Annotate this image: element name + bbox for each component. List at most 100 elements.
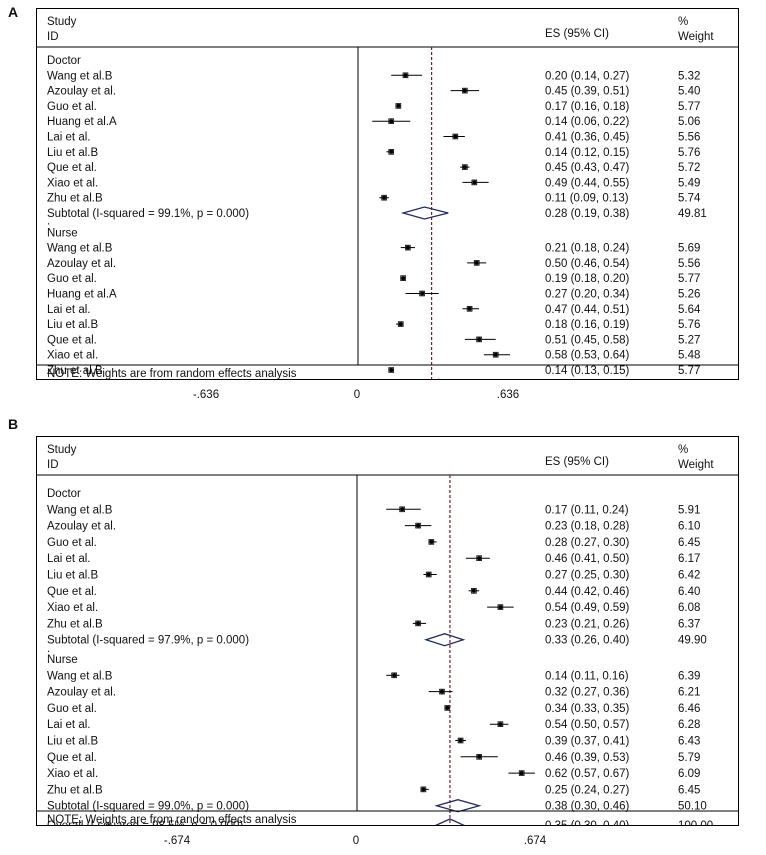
- b-header-study: Study: [47, 444, 77, 456]
- b-group-doctor-study-5-ci: 0.44 (0.42, 0.46): [545, 586, 630, 598]
- a-group-doctor-study-8-weight: 5.74: [678, 193, 701, 205]
- a-note: NOTE: Weights are from random effects an…: [47, 368, 297, 379]
- a-group-nurse-study-4-point: [467, 306, 472, 311]
- b-group-nurse-subtotal-ci: 0.38 (0.30, 0.46): [545, 801, 630, 813]
- b-group-doctor-study-5-label: Que et al.: [47, 586, 97, 598]
- tick-labels-a: -.636 0 .636: [0, 384, 766, 404]
- a-group-nurse-study-8-point: [389, 368, 394, 372]
- a-group-nurse-study-7-label: Xiao et al.: [47, 350, 98, 362]
- a-group-doctor-study-3-label: Huang et al.A: [47, 116, 117, 128]
- b-group-doctor-subtotal-ci: 0.33 (0.26, 0.40): [545, 635, 630, 647]
- b-group-nurse-label: Nurse: [47, 654, 78, 666]
- a-group-nurse-study-4-weight: 5.64: [678, 304, 701, 316]
- a-group-nurse-study-1-point: [474, 260, 479, 265]
- a-group-doctor-study-4-point: [453, 134, 458, 139]
- a-xtick-1: 0: [354, 389, 360, 401]
- a-group-doctor-study-7-weight: 5.49: [678, 177, 700, 189]
- b-group-doctor-study-1-point: [416, 523, 421, 528]
- tick-labels-b: -.674 0 .674: [0, 830, 766, 850]
- b-group-nurse-study-6-point: [519, 771, 524, 776]
- a-group-doctor-study-8-label: Zhu et al.B: [47, 193, 103, 205]
- b-group-doctor-study-0-weight: 5.91: [678, 504, 700, 516]
- b-group-nurse-study-6-weight: 6.09: [678, 768, 700, 780]
- a-group-nurse-study-5-label: Liu et al.B: [47, 319, 98, 331]
- b-group-doctor-study-6-label: Xiao et al.: [47, 602, 98, 614]
- a-group-doctor-study-0-point: [403, 73, 408, 78]
- b-header-weight: Weight: [678, 459, 714, 471]
- b-group-nurse-study-7-point: [421, 787, 426, 792]
- a-group-nurse-study-6-point: [477, 337, 482, 342]
- b-overall-weight: 100.00: [678, 820, 713, 825]
- a-group-nurse-study-3-label: Huang et al.A: [47, 289, 117, 301]
- b-group-doctor-study-1-label: Azoulay et al.: [47, 521, 116, 533]
- a-group-nurse-study-1-weight: 5.56: [678, 258, 700, 270]
- b-header-pct: %: [678, 444, 688, 456]
- a-group-doctor-study-1-ci: 0.45 (0.39, 0.51): [545, 86, 630, 98]
- b-group-doctor-study-6-ci: 0.54 (0.49, 0.59): [545, 602, 630, 614]
- b-group-doctor-study-4-ci: 0.27 (0.25, 0.30): [545, 570, 630, 582]
- a-group-doctor-study-7-ci: 0.49 (0.44, 0.55): [545, 177, 630, 189]
- b-group-nurse-subtotal-diamond: [434, 799, 482, 813]
- b-group-doctor-subtotal-label: Subtotal (I-squared = 97.9%, p = 0.000): [47, 635, 249, 647]
- b-group-doctor-study-1-weight: 6.10: [678, 521, 700, 533]
- b-group-doctor-study-2-weight: 6.45: [678, 537, 700, 549]
- b-group-doctor-subtotal-diamond: [423, 633, 466, 647]
- b-group-nurse-study-4-weight: 6.43: [678, 736, 700, 748]
- b-group-nurse-study-5-point: [477, 754, 482, 759]
- a-group-nurse-study-6-weight: 5.27: [678, 334, 700, 346]
- b-group-doctor-study-3-label: Lai et al.: [47, 553, 90, 565]
- a-group-doctor-study-2-point: [396, 103, 401, 108]
- b-group-doctor-label: Doctor: [47, 488, 81, 500]
- a-group-nurse-study-8-ci: 0.14 (0.13, 0.15): [545, 365, 630, 377]
- a-group-doctor-study-4-label: Lai et al.: [47, 132, 90, 144]
- a-group-doctor-subtotal-diamond: [400, 206, 449, 220]
- a-group-doctor-study-3-weight: 5.06: [678, 116, 700, 128]
- a-group-nurse-study-2-ci: 0.19 (0.18, 0.20): [545, 273, 630, 285]
- a-group-nurse-study-5-ci: 0.18 (0.16, 0.19): [545, 319, 630, 331]
- b-group-nurse-study-2-label: Guo et al.: [47, 703, 97, 715]
- forest-plot-b: Study ID ES (95% CI)% Weight Doctor Wang et a…: [36, 436, 739, 840]
- b-group-doctor-study-0-label: Wang et al.B: [47, 504, 113, 516]
- a-group-nurse-study-4-label: Lai et al.: [47, 304, 90, 316]
- b-group-nurse-study-2-ci: 0.34 (0.33, 0.35): [545, 703, 630, 715]
- a-group-doctor-study-2-weight: 5.77: [678, 101, 700, 113]
- b-group-nurse-study-0-label: Wang et al.B: [47, 670, 113, 682]
- b-group-nurse-study-0-point: [392, 673, 397, 678]
- a-group-doctor-subtotal-label: Subtotal (I-squared = 99.1%, p = 0.000): [47, 208, 249, 220]
- b-group-nurse-study-2-point: [445, 705, 450, 710]
- b-group-nurse-study-1-label: Azoulay et al.: [47, 687, 116, 699]
- a-group-doctor-study-6-label: Que et al.: [47, 162, 97, 174]
- a-group-doctor-study-3-point: [389, 119, 394, 124]
- b-group-nurse-study-7-weight: 6.45: [678, 784, 700, 796]
- b-group-doctor-study-7-weight: 6.37: [678, 618, 700, 630]
- b-group-doctor-study-3-weight: 6.17: [678, 553, 700, 565]
- a-group-doctor-study-6-ci: 0.45 (0.43, 0.47): [545, 162, 630, 174]
- a-header-id: ID: [47, 31, 59, 43]
- b-header-id: ID: [47, 459, 59, 471]
- a-group-doctor-study-5-label: Liu et al.B: [47, 147, 98, 159]
- a-group-nurse-study-3-point: [420, 291, 425, 296]
- a-group-doctor-study-0-weight: 5.32: [678, 70, 700, 82]
- b-group-nurse-study-2-weight: 6.46: [678, 703, 700, 715]
- a-group-doctor-study-4-ci: 0.41 (0.36, 0.45): [545, 132, 630, 144]
- a-group-doctor-study-3-ci: 0.14 (0.06, 0.22): [545, 116, 630, 128]
- b-group-nurse-study-1-weight: 6.21: [678, 687, 700, 699]
- a-group-nurse-study-4-ci: 0.47 (0.44, 0.51): [545, 304, 630, 316]
- b-header-es: ES (95% CI): [545, 456, 609, 468]
- b-group-nurse-spacer-dot: .: [47, 809, 50, 821]
- b-group-doctor-study-7-point: [416, 621, 421, 626]
- b-overall-ci: 0.35 (0.30, 0.40): [545, 820, 630, 825]
- a-group-doctor-study-1-label: Azoulay et al.: [47, 86, 116, 98]
- b-group-doctor-study-4-point: [426, 572, 431, 577]
- a-group-nurse-study-6-ci: 0.51 (0.45, 0.58): [545, 334, 630, 346]
- b-group-doctor-study-4-weight: 6.42: [678, 570, 700, 582]
- a-group-nurse-study-6-label: Que et al.: [47, 334, 97, 346]
- a-group-nurse-study-2-weight: 5.77: [678, 273, 700, 285]
- b-xtick-1: 0: [353, 835, 359, 847]
- a-xtick-0: -.636: [193, 389, 219, 401]
- a-group-doctor-subtotal-ci: 0.28 (0.19, 0.38): [545, 208, 630, 220]
- a-header-pct: %: [678, 16, 688, 28]
- b-group-doctor-study-2-point: [429, 539, 434, 544]
- a-group-doctor-study-4-weight: 5.56: [678, 132, 700, 144]
- a-group-doctor-study-8-point: [382, 195, 387, 200]
